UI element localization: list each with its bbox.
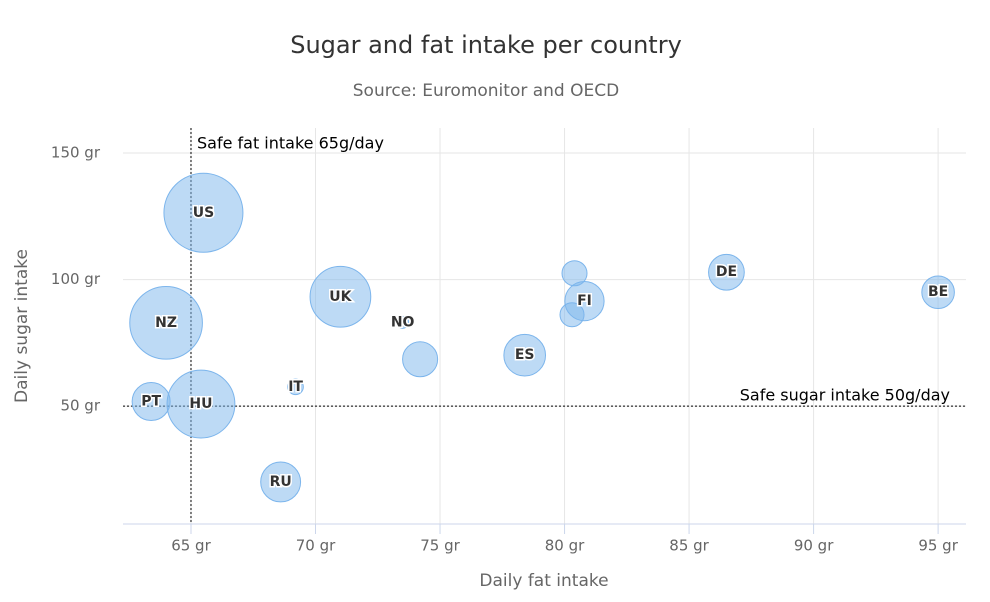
data-label: NZ	[155, 315, 177, 331]
y-axis-title: Daily sugar intake	[12, 249, 32, 403]
bubble	[561, 260, 588, 287]
y-tick-label: 150 gr	[51, 144, 101, 162]
x-plot-line-label: Safe fat intake 65g/day	[197, 134, 384, 153]
data-label: IT	[288, 379, 303, 395]
bubble	[309, 265, 372, 328]
data-label: DE	[716, 264, 737, 280]
data-label: NO	[391, 314, 415, 330]
x-axis-title: Daily fat intake	[479, 571, 608, 591]
x-tick-label: 95 gr	[918, 537, 958, 555]
bubble	[287, 378, 304, 396]
chart-subtitle: Source: Euromonitor and OECD	[353, 81, 619, 101]
bubble	[129, 286, 203, 360]
data-label: UK	[329, 289, 352, 305]
bubble	[402, 341, 439, 378]
data-label: HU	[189, 396, 212, 412]
bubble	[260, 461, 302, 503]
bubble	[559, 302, 585, 328]
x-tick-label: 75 gr	[420, 537, 460, 555]
y-tick-label: 50 gr	[60, 397, 100, 415]
y-plot-line-label: Safe sugar intake 50g/day	[740, 386, 950, 405]
x-tick-label: 80 gr	[545, 537, 585, 555]
bubble	[503, 333, 547, 377]
bubble	[131, 382, 171, 422]
bubble	[163, 172, 244, 253]
x-tick-label: 65 gr	[171, 537, 211, 555]
x-tick-label: 70 gr	[296, 537, 336, 555]
data-label: BE	[928, 284, 948, 300]
chart-title: Sugar and fat intake per country	[290, 31, 682, 59]
data-label: ES	[515, 347, 535, 363]
data-label: US	[193, 205, 214, 221]
data-label: FI	[577, 293, 592, 309]
y-tick-label: 100 gr	[51, 270, 101, 288]
bubble	[396, 315, 410, 329]
data-label: PT	[141, 394, 161, 410]
bubble	[708, 253, 745, 291]
data-label: RU	[270, 474, 292, 490]
x-tick-label: 85 gr	[669, 537, 709, 555]
bubble	[921, 275, 955, 309]
x-tick-label: 90 gr	[794, 537, 834, 555]
